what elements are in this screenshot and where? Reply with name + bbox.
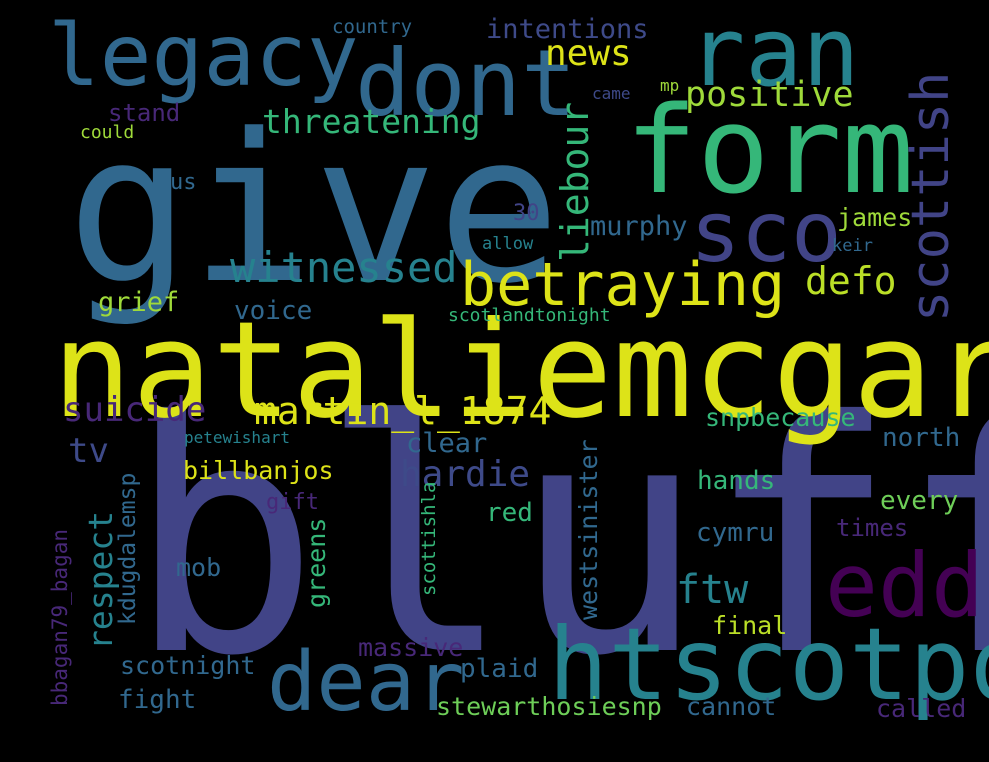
word-scottish: scottish xyxy=(901,71,961,322)
word-clear: clear xyxy=(406,428,488,459)
word-allow: allow xyxy=(482,234,534,254)
word-plaid: plaid xyxy=(460,654,539,684)
word-times: times xyxy=(836,514,909,542)
word-30: 30 xyxy=(513,201,540,226)
word-sco: sco xyxy=(690,183,842,281)
word-stand: stand xyxy=(108,99,181,127)
word-fight: fight xyxy=(118,685,197,715)
word-legacy: legacy xyxy=(48,6,359,106)
word-mp: mp xyxy=(660,76,680,95)
word-billbanjos: billbanjos xyxy=(183,456,334,485)
word-tv: tv xyxy=(68,431,109,471)
word-betraying: betraying xyxy=(460,250,786,320)
word-witnessed: witnessed xyxy=(230,243,458,292)
word-north: north xyxy=(882,423,961,453)
word-intentions: intentions xyxy=(486,14,649,45)
word-ran: ran xyxy=(688,0,860,108)
word-edd: edd xyxy=(825,534,984,637)
word-threatening: threatening xyxy=(262,102,481,141)
word-final: final xyxy=(712,611,788,640)
word-martin: martin_l_1874 xyxy=(254,389,552,433)
word-came: came xyxy=(592,84,631,103)
word-ftw: ftw xyxy=(676,567,749,613)
word-hardie: hardie xyxy=(400,454,531,495)
word-dont: dont xyxy=(355,30,577,137)
word-bbagan: bbagan79_bagan xyxy=(48,528,72,706)
word-stewarthosiesnp: stewarthosiesnp xyxy=(436,692,662,721)
word-every: every xyxy=(880,486,959,516)
word-murphy: murphy xyxy=(590,211,688,242)
word-suicide: suicide xyxy=(63,390,207,430)
word-us: us xyxy=(170,170,197,195)
word-form: form xyxy=(625,82,914,221)
word-snpbecause: snpbecause xyxy=(705,403,856,432)
word-cymru: cymru xyxy=(696,518,775,548)
word-scottishla: scottishla xyxy=(418,481,440,596)
word-kdugdalemsp: kdugdalemsp xyxy=(115,472,141,625)
word-defo: defo xyxy=(805,259,897,303)
word-gift: gift xyxy=(266,490,319,515)
word-james: james xyxy=(837,203,913,232)
word-could: could xyxy=(80,122,135,143)
word-petewishart: petewishart xyxy=(184,428,290,447)
word-westsinister: westsinister xyxy=(574,439,603,620)
word-keir: keir xyxy=(832,236,873,256)
word-mob: mob xyxy=(176,553,222,582)
word-massive: massive xyxy=(358,633,464,662)
word-scotnight: scotnight xyxy=(120,651,256,680)
word-respect: respect xyxy=(81,510,120,650)
word-nataliemcgarry: nataliemcgarry xyxy=(52,294,989,448)
word-positive: positive xyxy=(685,75,854,115)
word-voice: voice xyxy=(234,296,313,326)
word-cannot: cannot xyxy=(686,692,777,721)
word-grief: grief xyxy=(98,287,180,318)
word-called: called xyxy=(876,694,967,723)
word-hands: hands xyxy=(697,466,776,496)
word-country: country xyxy=(332,16,413,38)
word-liebour: liebour xyxy=(553,101,597,262)
word-news: news xyxy=(545,33,632,74)
word-give: give xyxy=(67,91,561,329)
word-bluff: bluff xyxy=(127,354,989,726)
word-greens: greens xyxy=(302,517,331,608)
word-dear: dear xyxy=(267,635,465,730)
word-htscotpol: htscotpol xyxy=(548,606,989,723)
word-red: red xyxy=(486,498,533,528)
word-scotlandtonight: scotlandtonight xyxy=(448,305,611,326)
